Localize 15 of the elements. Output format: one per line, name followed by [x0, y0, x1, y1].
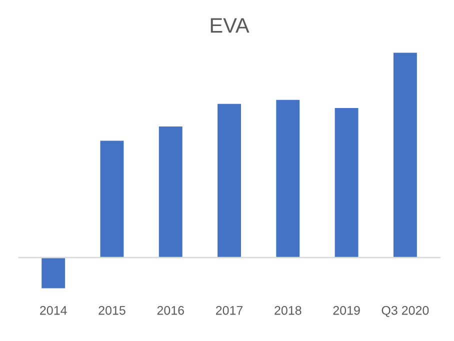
x-tick-label: 2018: [274, 306, 302, 315]
bar: [100, 140, 124, 258]
x-tick-label: 2014: [40, 306, 67, 315]
bar: [334, 108, 358, 258]
x-tick-label: 2016: [157, 306, 184, 315]
bar: [158, 126, 182, 258]
x-tick-label: 2017: [216, 306, 243, 315]
chart-title: EVA: [210, 18, 250, 33]
bar: [42, 258, 66, 288]
bar: [393, 52, 417, 258]
bar: [218, 104, 241, 258]
x-tick-label: 2015: [98, 306, 126, 315]
bar: [276, 100, 300, 258]
x-tick-label: Q3 2020: [382, 306, 429, 318]
x-tick-label: 2019: [333, 306, 360, 315]
